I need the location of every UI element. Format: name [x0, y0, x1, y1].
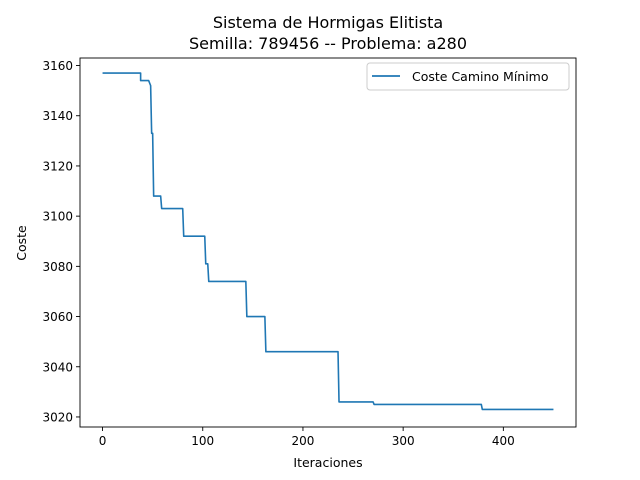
y-tick-label: 3020	[42, 410, 73, 424]
x-axis-label: Iteraciones	[293, 455, 362, 470]
x-tick-label: 200	[291, 434, 314, 448]
y-tick-label: 3120	[42, 159, 73, 173]
y-tick-label: 3160	[42, 59, 73, 73]
legend-entry-label: Coste Camino Mínimo	[412, 69, 549, 84]
y-tick-label: 3040	[42, 360, 73, 374]
y-tick-label: 3080	[42, 260, 73, 274]
x-tick-label: 0	[99, 434, 107, 448]
y-tick-label: 3140	[42, 109, 73, 123]
x-tick-label: 100	[191, 434, 214, 448]
legend-box	[366, 62, 570, 91]
legend: Coste Camino Mínimo	[366, 62, 570, 91]
chart-title-line-1: Sistema de Hormigas Elitista	[213, 13, 443, 32]
x-tick-label: 300	[392, 434, 415, 448]
series-line-0	[102, 72, 554, 411]
y-tick-label: 3060	[42, 310, 73, 324]
x-tick-label: 400	[492, 434, 515, 448]
y-tick-label: 3100	[42, 210, 73, 224]
plot-frame	[79, 57, 577, 428]
chart-title-line-2: Semilla: 789456 -- Problema: a280	[189, 34, 467, 53]
y-axis-label: Coste	[14, 225, 29, 261]
plot-area: 0 100 200 300 400 3020 3040 3060 3080 3100 3120 314…	[42, 57, 577, 448]
